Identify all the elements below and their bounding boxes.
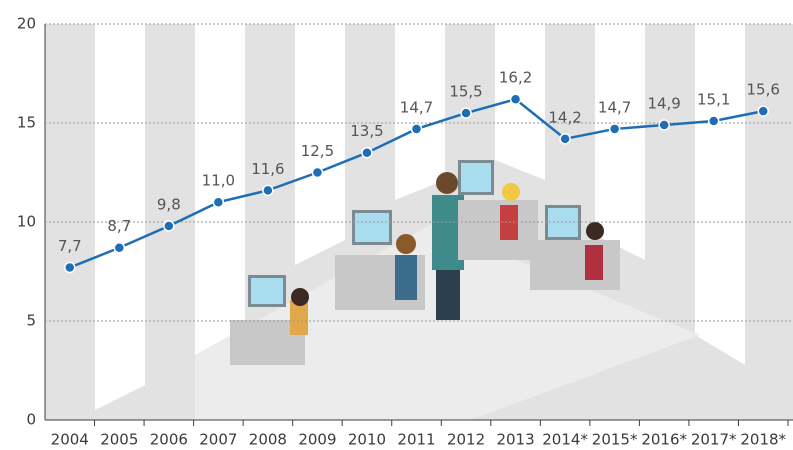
y-tick-label: 10	[17, 213, 36, 231]
marker	[262, 184, 274, 197]
marker	[410, 123, 423, 135]
value-label: 14,7	[400, 98, 433, 116]
x-tick-label: 2005	[100, 431, 138, 449]
value-label: 15,1	[697, 91, 730, 109]
marker	[163, 220, 175, 232]
x-tick-label: 2007	[199, 431, 237, 449]
marker	[608, 123, 621, 135]
y-tick-label: 0	[26, 411, 36, 429]
value-label: 9,8	[157, 195, 181, 213]
marker	[460, 107, 472, 119]
marker	[658, 119, 670, 131]
x-tick-label: 2013	[496, 431, 534, 449]
value-label: 15,5	[449, 83, 482, 101]
value-label: 14,7	[598, 98, 631, 116]
value-label: 15,6	[747, 81, 780, 99]
value-label: 7,7	[58, 237, 82, 255]
background	[45, 24, 793, 420]
marker	[559, 133, 571, 145]
value-label: 12,5	[301, 142, 334, 160]
marker	[113, 241, 126, 254]
value-label: 16,2	[499, 69, 532, 87]
x-tick-label: 2008	[249, 431, 287, 449]
x-tick-label: 2011	[397, 431, 435, 449]
marker	[212, 196, 225, 208]
x-tick-label: 2009	[298, 431, 336, 449]
x-tick-label: 2004	[51, 431, 89, 449]
marker	[707, 115, 720, 127]
x-tick-label: 2016*	[641, 431, 687, 449]
x-tick-label: 2015*	[592, 431, 638, 449]
x-tick-label: 2017*	[691, 431, 737, 449]
value-label: 14,9	[647, 94, 680, 112]
value-label: 14,2	[548, 108, 581, 126]
value-label: 11,6	[251, 160, 284, 178]
marker	[361, 146, 373, 159]
x-tick-label: 2006	[150, 431, 188, 449]
marker	[64, 261, 76, 274]
x-tick-label: 2014*	[542, 431, 588, 449]
value-label: 8,7	[107, 217, 131, 235]
y-tick-label: 5	[26, 312, 36, 330]
x-tick-label: 2018*	[740, 431, 786, 449]
x-tick-label: 2012	[447, 431, 485, 449]
y-tick-label: 20	[17, 15, 36, 33]
y-tick-label: 15	[17, 114, 36, 132]
marker	[311, 166, 324, 179]
x-tick-label: 2010	[348, 431, 386, 449]
illustration	[230, 160, 620, 365]
marker	[757, 105, 769, 117]
value-label: 11,0	[202, 172, 235, 190]
value-label: 13,5	[350, 122, 383, 140]
marker	[509, 93, 522, 105]
